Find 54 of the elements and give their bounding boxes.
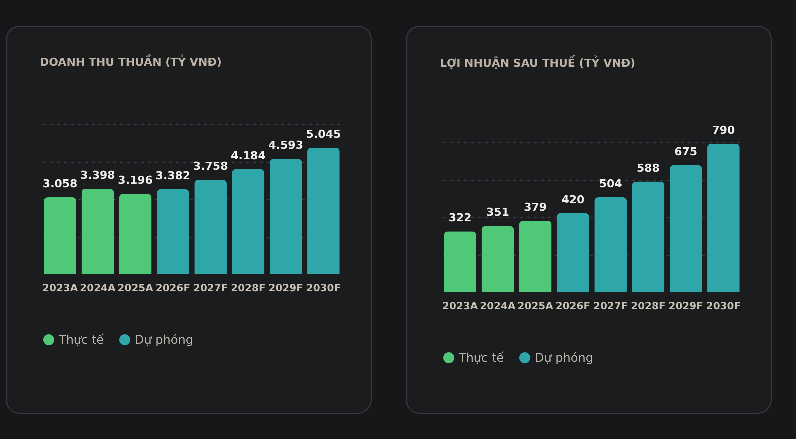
bar [444,232,476,292]
bar [708,144,740,292]
data-label: 3.382 [156,169,191,182]
chart-title: LỢI NHUẬN SAU THUẾ (TỶ VNĐ) [440,54,636,70]
x-tick-label: 2029F [268,284,304,294]
data-label: 3.398 [80,169,116,182]
legend-label: Thực tế [58,333,105,347]
x-tick-label: 2029F [668,302,704,312]
chart-title: DOANH THU THUẦN (TỶ VNĐ) [40,54,222,69]
data-label: 379 [524,200,548,214]
bar [308,148,340,274]
x-tick-label: 2024A [480,302,516,312]
bar [632,182,665,292]
x-tick-label: 2025A [518,302,554,312]
data-label: 5.045 [306,128,342,141]
bar [594,198,627,292]
bar [670,165,702,292]
bar [557,213,590,292]
legend-label: Dự phóng [135,333,194,347]
data-label: 675 [674,145,698,158]
bar [157,189,190,274]
bar [119,194,152,274]
data-label: 3.196 [118,174,154,188]
data-label: 3.758 [193,160,228,174]
x-tick-label: 2024A [80,284,116,294]
x-tick-label: 2027F [593,302,628,312]
data-label: 4.593 [268,139,304,152]
data-label: 4.184 [231,149,266,162]
x-tick-label: 2026F [156,284,191,294]
data-label: 3.058 [42,178,78,191]
x-tick-label: 2027F [193,284,228,294]
legend-label: Thực tế [458,351,505,365]
x-tick-label: 2028F [231,284,266,294]
x-tick-label: 2026F [556,302,591,312]
x-tick-label: 2030F [706,302,742,312]
data-label: 322 [448,212,472,225]
x-tick-label: 2023A [42,284,78,294]
bar [44,198,76,274]
bar [519,220,552,292]
bar [270,159,302,274]
legend-label: Dự phóng [535,351,594,365]
data-label: 504 [599,178,623,190]
bar [482,226,514,292]
x-tick-label: 2030F [306,284,342,294]
x-tick-label: 2025A [118,284,154,294]
bar [194,180,227,274]
data-label: 588 [636,162,660,175]
x-tick-label: 2028F [631,302,666,312]
bar [232,169,265,274]
data-label: 351 [486,206,510,220]
data-label: 420 [562,193,586,206]
x-tick-label: 2023A [442,302,478,312]
data-label: 790 [712,124,736,137]
bar [82,189,114,274]
